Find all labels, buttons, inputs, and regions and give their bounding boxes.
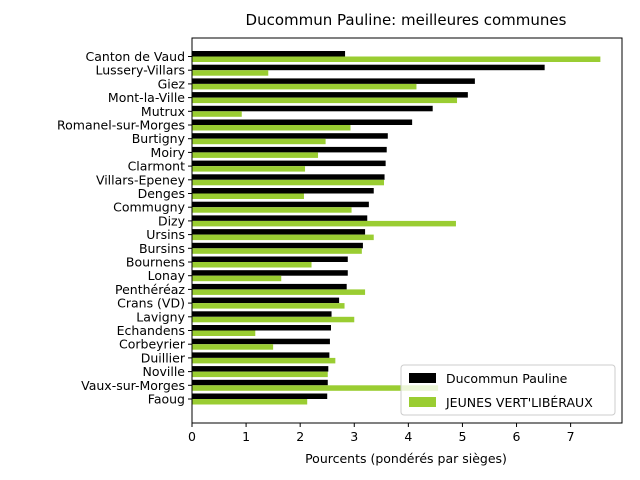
y-tick-label: Vaux-sur-Morges — [81, 378, 185, 393]
bar-jeunes-11 — [192, 207, 352, 213]
x-tick-label: 0 — [188, 429, 196, 444]
bar-jeunes-10 — [192, 193, 304, 199]
bar-jeunes-4 — [192, 111, 242, 117]
bar-jeunes-9 — [192, 179, 385, 186]
bar-ducommun-7 — [192, 146, 387, 153]
bar-jeunes-19 — [192, 316, 355, 323]
legend-swatch-jeunes — [409, 397, 436, 407]
y-tick-label: Faoug — [148, 392, 185, 407]
y-tick-label: Bournens — [126, 255, 185, 270]
bar-ducommun-11 — [192, 201, 369, 208]
y-tick-label: Clarmont — [128, 159, 186, 174]
x-tick-label: 6 — [513, 429, 521, 444]
legend-label-ducommun: Ducommun Pauline — [446, 371, 568, 386]
bar-ducommun-1 — [192, 64, 545, 71]
bar-ducommun-9 — [192, 174, 385, 180]
y-tick-label: Dizy — [158, 213, 186, 228]
bar-ducommun-24 — [192, 379, 328, 386]
bar-jeunes-8 — [192, 166, 306, 172]
y-tick-label: Denges — [138, 186, 185, 201]
x-axis-ticks: 0 1 2 3 4 5 6 7 — [188, 423, 575, 444]
y-tick-label: Giez — [158, 76, 186, 91]
bar-ducommun-2 — [192, 78, 475, 84]
bar-ducommun-5 — [192, 119, 413, 125]
bar-jeunes-21 — [192, 344, 274, 350]
y-tick-label: Commugny — [113, 200, 186, 215]
bars-group — [192, 51, 601, 405]
bar-jeunes-20 — [192, 330, 256, 336]
y-tick-label: Duillier — [141, 350, 186, 365]
bar-jeunes-15 — [192, 262, 312, 268]
y-tick-label: Lussery-Villars — [96, 63, 185, 78]
bar-jeunes-24 — [192, 385, 439, 391]
bar-ducommun-19 — [192, 311, 332, 317]
legend-label-jeunes: JEUNES VERT'LIBÉRAUX — [445, 395, 593, 410]
legend: Ducommun Pauline JEUNES VERT'LIBÉRAUX — [400, 364, 616, 416]
legend-box — [400, 364, 616, 416]
bar-ducommun-14 — [192, 242, 363, 249]
y-tick-label: Lavigny — [136, 309, 185, 324]
y-tick-label: Villars-Epeney — [96, 172, 186, 187]
bar-ducommun-0 — [192, 51, 346, 57]
y-tick-label: Echandens — [117, 323, 185, 338]
bar-ducommun-13 — [192, 229, 366, 235]
x-tick-label: 5 — [458, 429, 466, 444]
y-tick-label: Bursins — [139, 241, 185, 256]
y-tick-label: Romanel-sur-Morges — [57, 118, 185, 133]
bar-jeunes-1 — [192, 70, 269, 76]
bar-jeunes-2 — [192, 83, 417, 90]
y-tick-label: Corbeyrier — [119, 337, 186, 352]
y-tick-label: Noville — [142, 364, 185, 379]
x-tick-label: 2 — [296, 429, 304, 444]
bar-ducommun-16 — [192, 270, 348, 276]
y-tick-label: Crans (VD) — [117, 296, 185, 311]
bar-ducommun-4 — [192, 105, 433, 112]
bar-ducommun-12 — [192, 215, 368, 221]
bar-ducommun-17 — [192, 283, 347, 290]
bar-jeunes-3 — [192, 97, 458, 104]
x-tick-label: 4 — [404, 429, 412, 444]
chart-title: Ducommun Pauline: meilleures communes — [246, 11, 567, 29]
y-tick-label: Burtigny — [132, 131, 186, 146]
y-axis-ticks: Canton de VaudLussery-VillarsGiezMont-la… — [57, 49, 192, 407]
bar-jeunes-0 — [192, 56, 601, 62]
bar-ducommun-25 — [192, 393, 328, 399]
y-tick-label: Penthéréaz — [115, 282, 185, 297]
bar-jeunes-25 — [192, 399, 308, 405]
x-tick-label: 7 — [567, 429, 575, 444]
bar-jeunes-12 — [192, 220, 456, 227]
y-tick-label: Ursins — [146, 227, 185, 242]
bar-jeunes-23 — [192, 371, 328, 378]
y-tick-label: Mutrux — [141, 104, 185, 119]
y-tick-label: Moiry — [151, 145, 186, 160]
y-tick-label: Canton de Vaud — [86, 49, 185, 64]
legend-swatch-ducommun — [409, 373, 436, 383]
bar-jeunes-7 — [192, 152, 319, 158]
x-tick-label: 1 — [242, 429, 250, 444]
bar-jeunes-22 — [192, 357, 336, 364]
bar-ducommun-10 — [192, 188, 374, 194]
bar-jeunes-13 — [192, 234, 374, 241]
bar-ducommun-23 — [192, 366, 329, 372]
y-tick-label: Mont-la-Ville — [108, 90, 185, 105]
bar-ducommun-21 — [192, 338, 330, 345]
bar-jeunes-14 — [192, 248, 362, 254]
bar-jeunes-16 — [192, 275, 282, 282]
bar-ducommun-6 — [192, 133, 388, 139]
bar-ducommun-18 — [192, 297, 340, 304]
x-axis-title: Pourcents (pondérés par sièges) — [305, 451, 507, 466]
bar-ducommun-8 — [192, 160, 386, 167]
bar-jeunes-17 — [192, 289, 366, 295]
bar-jeunes-18 — [192, 303, 345, 309]
bar-ducommun-15 — [192, 256, 348, 262]
y-tick-label: Lonay — [148, 268, 186, 283]
x-tick-label: 3 — [350, 429, 358, 444]
bar-jeunes-6 — [192, 138, 326, 145]
bar-jeunes-5 — [192, 125, 351, 131]
bar-ducommun-20 — [192, 325, 332, 331]
bar-ducommun-3 — [192, 92, 468, 98]
plot-frame — [191, 37, 623, 424]
bar-ducommun-22 — [192, 352, 330, 358]
